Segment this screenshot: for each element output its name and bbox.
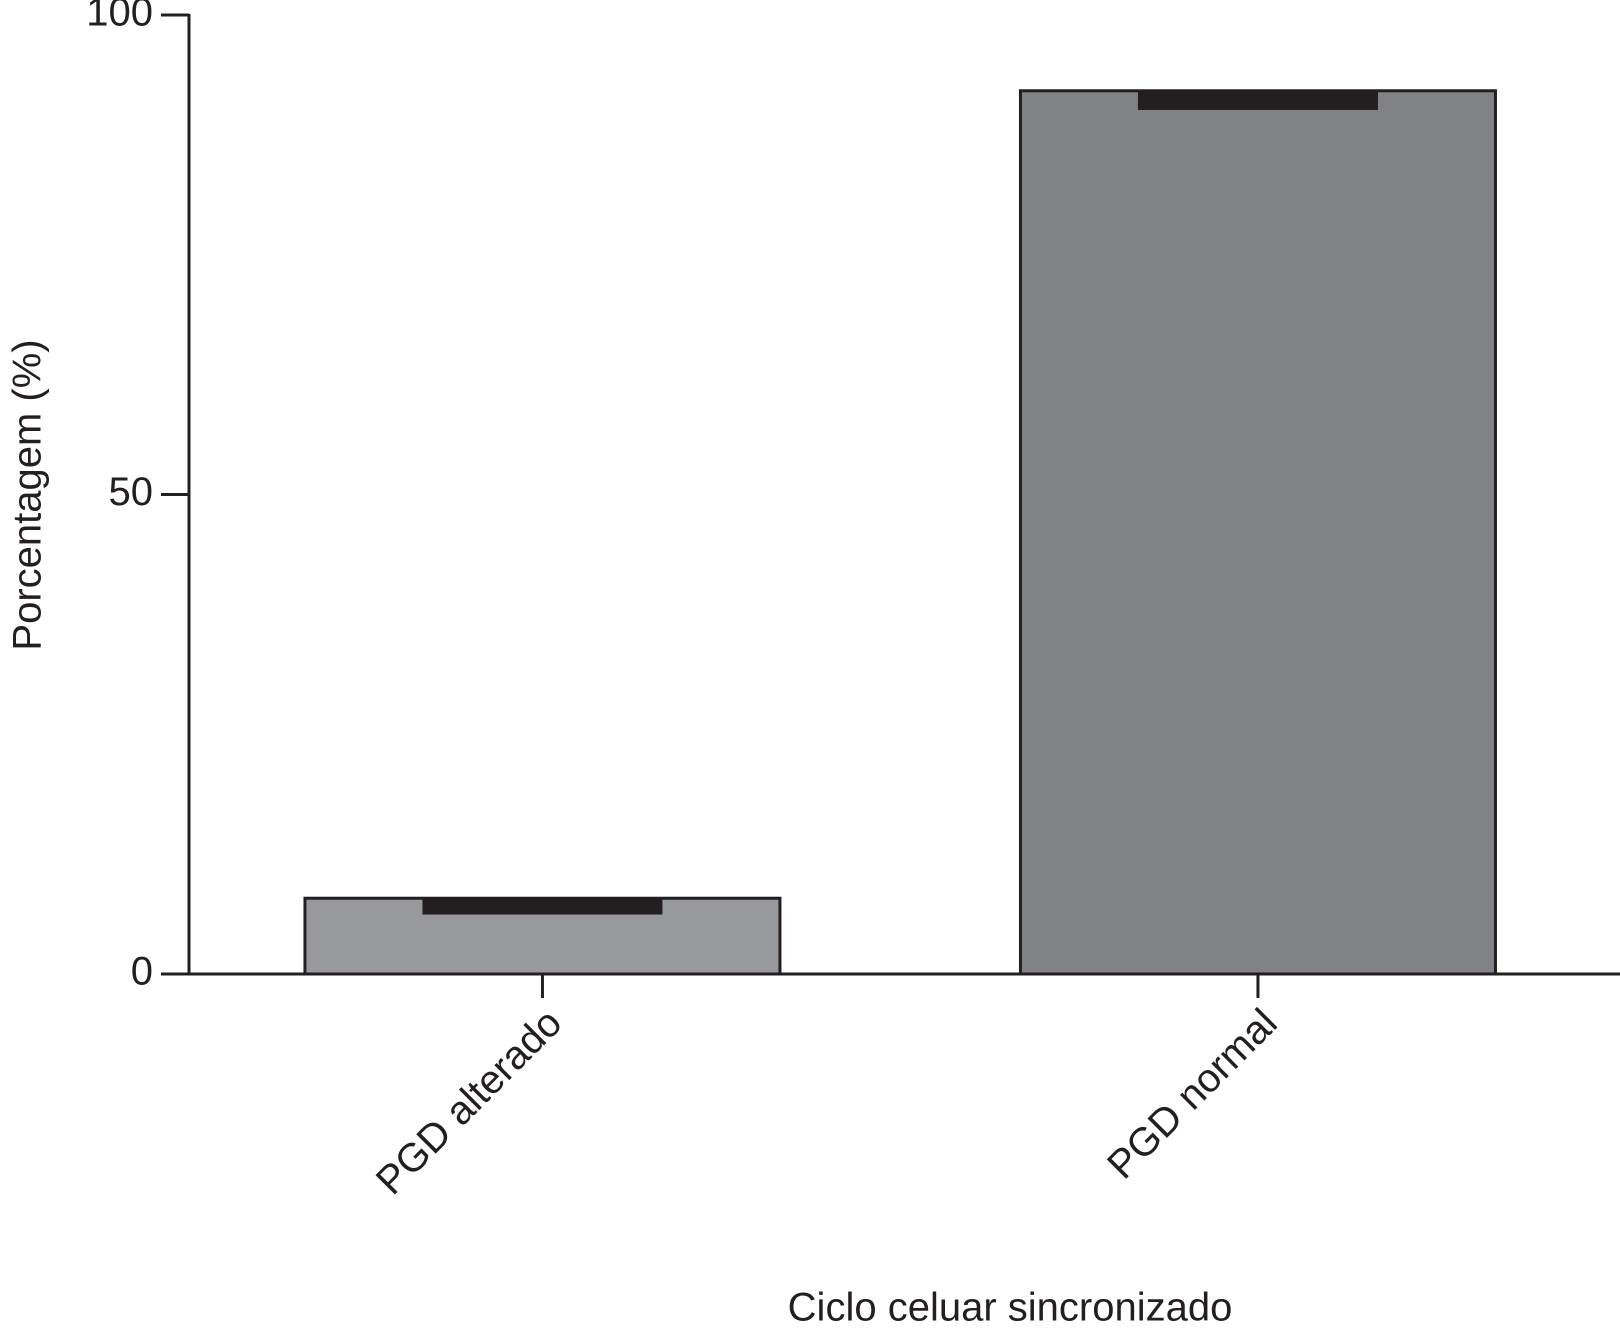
y-tick-label: 100 xyxy=(86,0,153,35)
y-tick-label: 0 xyxy=(131,950,153,994)
x-tick-label: PGD normal xyxy=(1099,1001,1286,1188)
x-tick-label: PGD alterado xyxy=(368,1001,570,1203)
y-tick-label: 50 xyxy=(109,470,154,514)
bar xyxy=(1018,89,1497,976)
x-axis-title: Ciclo celuar sincronizado xyxy=(788,1286,1233,1330)
y-axis-title: Porcentagem (%) xyxy=(6,339,50,650)
error-bar xyxy=(1137,90,1378,110)
error-bar xyxy=(422,898,663,915)
